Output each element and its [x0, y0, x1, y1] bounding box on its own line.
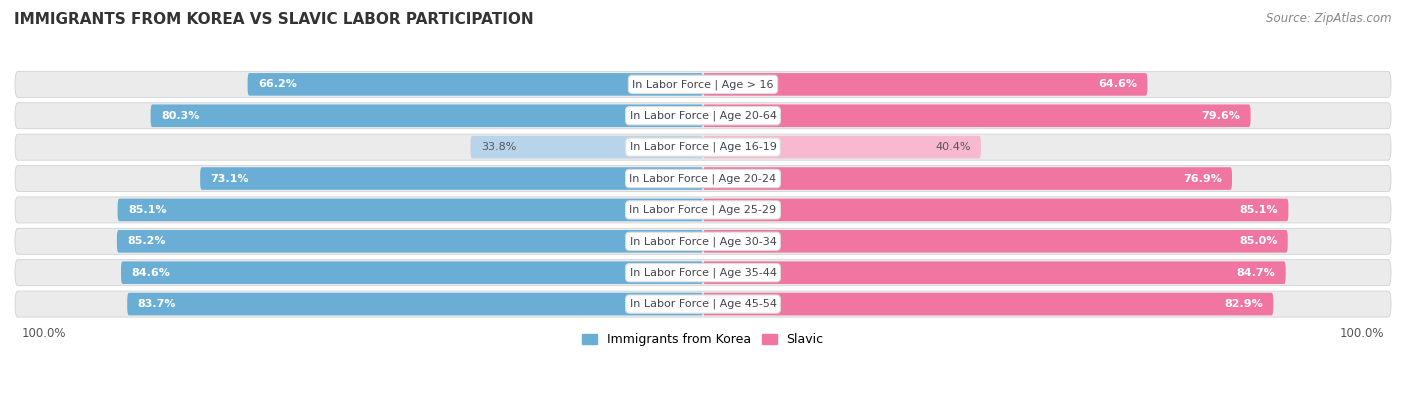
FancyBboxPatch shape [15, 197, 1391, 223]
Text: 84.7%: 84.7% [1237, 268, 1275, 278]
FancyBboxPatch shape [703, 167, 1232, 190]
Text: In Labor Force | Age > 16: In Labor Force | Age > 16 [633, 79, 773, 90]
FancyBboxPatch shape [127, 293, 703, 315]
FancyBboxPatch shape [703, 199, 1288, 221]
Text: 85.1%: 85.1% [128, 205, 166, 215]
Text: 40.4%: 40.4% [935, 142, 970, 152]
Text: In Labor Force | Age 25-29: In Labor Force | Age 25-29 [630, 205, 776, 215]
FancyBboxPatch shape [15, 134, 1391, 160]
FancyBboxPatch shape [15, 71, 1391, 98]
Text: 82.9%: 82.9% [1225, 299, 1263, 309]
Text: 80.3%: 80.3% [160, 111, 200, 121]
Text: 100.0%: 100.0% [1340, 327, 1384, 340]
Text: In Labor Force | Age 20-64: In Labor Force | Age 20-64 [630, 111, 776, 121]
FancyBboxPatch shape [703, 136, 981, 158]
Text: In Labor Force | Age 35-44: In Labor Force | Age 35-44 [630, 267, 776, 278]
Text: 85.0%: 85.0% [1239, 236, 1278, 246]
FancyBboxPatch shape [471, 136, 703, 158]
Text: 85.2%: 85.2% [127, 236, 166, 246]
Text: 66.2%: 66.2% [257, 79, 297, 89]
FancyBboxPatch shape [121, 261, 703, 284]
FancyBboxPatch shape [117, 230, 703, 253]
Text: 33.8%: 33.8% [481, 142, 516, 152]
Text: 83.7%: 83.7% [138, 299, 176, 309]
Text: 85.1%: 85.1% [1240, 205, 1278, 215]
Text: In Labor Force | Age 20-24: In Labor Force | Age 20-24 [630, 173, 776, 184]
FancyBboxPatch shape [703, 73, 1147, 96]
FancyBboxPatch shape [703, 293, 1274, 315]
Text: Source: ZipAtlas.com: Source: ZipAtlas.com [1267, 12, 1392, 25]
FancyBboxPatch shape [118, 199, 703, 221]
FancyBboxPatch shape [703, 230, 1288, 253]
FancyBboxPatch shape [247, 73, 703, 96]
Text: 73.1%: 73.1% [211, 173, 249, 184]
Text: 64.6%: 64.6% [1098, 79, 1137, 89]
Text: In Labor Force | Age 45-54: In Labor Force | Age 45-54 [630, 299, 776, 309]
FancyBboxPatch shape [15, 166, 1391, 192]
Text: 100.0%: 100.0% [22, 327, 66, 340]
FancyBboxPatch shape [703, 104, 1250, 127]
Text: 79.6%: 79.6% [1201, 111, 1240, 121]
Text: 76.9%: 76.9% [1182, 173, 1222, 184]
FancyBboxPatch shape [15, 103, 1391, 129]
FancyBboxPatch shape [200, 167, 703, 190]
Text: In Labor Force | Age 30-34: In Labor Force | Age 30-34 [630, 236, 776, 246]
FancyBboxPatch shape [15, 228, 1391, 254]
Text: In Labor Force | Age 16-19: In Labor Force | Age 16-19 [630, 142, 776, 152]
Legend: Immigrants from Korea, Slavic: Immigrants from Korea, Slavic [578, 328, 828, 352]
FancyBboxPatch shape [15, 291, 1391, 317]
FancyBboxPatch shape [15, 260, 1391, 286]
FancyBboxPatch shape [150, 104, 703, 127]
Text: 84.6%: 84.6% [131, 268, 170, 278]
Text: IMMIGRANTS FROM KOREA VS SLAVIC LABOR PARTICIPATION: IMMIGRANTS FROM KOREA VS SLAVIC LABOR PA… [14, 12, 534, 27]
FancyBboxPatch shape [703, 261, 1285, 284]
